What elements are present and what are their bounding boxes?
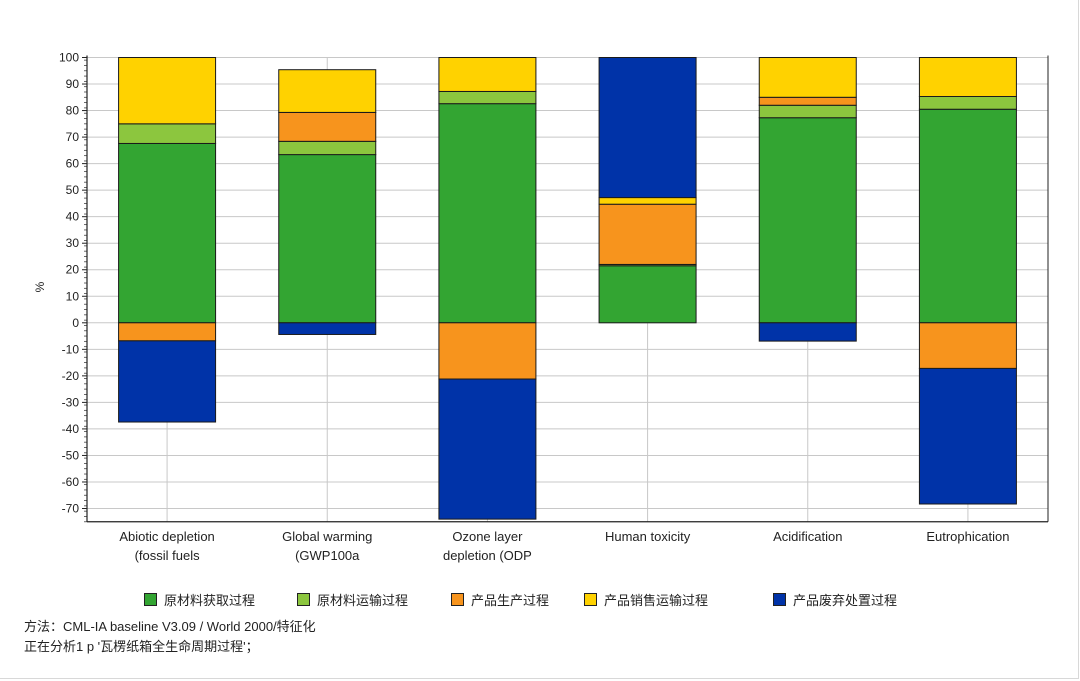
bar-segment (438, 90, 537, 105)
legend-swatch (584, 593, 597, 606)
y-tick-label: 50 (66, 183, 80, 197)
y-tick-label: 70 (66, 130, 80, 144)
legend-item: 产品销售运输过程 (584, 590, 708, 609)
chart-legend: 原材料获取过程 原材料运输过程 产品生产过程 产品销售运输过程 产品废弃处置过程 (0, 590, 1080, 610)
bar-segment (118, 340, 217, 423)
bar-segment (598, 203, 697, 265)
bar-segment (118, 57, 217, 125)
x-tick-label: Abiotic depletion (119, 529, 214, 544)
y-axis-label: % (33, 281, 47, 292)
y-tick-label: 0 (72, 316, 79, 330)
x-tick-label: Eutrophication (926, 529, 1009, 544)
legend-swatch (144, 593, 157, 606)
y-tick-label: 100 (59, 51, 79, 65)
y-tick-label: 40 (66, 210, 80, 224)
x-tick-label: Global warming (282, 529, 372, 544)
bar-segment (758, 322, 857, 342)
legend-item: 产品生产过程 (451, 590, 549, 609)
y-tick-label: 30 (66, 236, 80, 250)
method-text: 方法：CML-IA baseline V3.09 / World 2000/特征… (24, 619, 316, 634)
x-tick-label: Acidification (773, 529, 842, 544)
x-tick-label: Ozone layer (452, 529, 523, 544)
y-tick-label: 90 (66, 77, 80, 91)
bar-segment (598, 265, 697, 324)
analysis-text: 正在分析1 p '瓦楞纸箱全生命周期过程'； (24, 639, 259, 654)
legend-swatch (451, 593, 464, 606)
bar-segment (438, 103, 537, 324)
y-tick-label: -50 (62, 448, 80, 462)
legend-label: 产品销售运输过程 (604, 593, 709, 608)
legend-swatch (297, 593, 310, 606)
x-tick-label: Human toxicity (605, 529, 691, 544)
y-tick-label: 10 (66, 289, 80, 303)
bar-segment (118, 142, 217, 324)
legend-item: 原材料获取过程 (144, 590, 255, 609)
bar-segment (278, 69, 377, 113)
legend-item: 原材料运输过程 (297, 590, 408, 609)
axes: 1009080706050403020100-10-20-30-40-50-60… (59, 51, 1049, 563)
x-tick-label: depletion (ODP (443, 548, 532, 563)
y-tick-label: -30 (62, 395, 80, 409)
gridlines (87, 57, 1048, 522)
bar-segment (758, 104, 857, 119)
legend-label: 原材料运输过程 (317, 593, 409, 608)
bar-segment (758, 117, 857, 324)
bar-segment (598, 57, 697, 199)
bar-segment (918, 367, 1017, 505)
bar-segment (758, 57, 857, 98)
bar-segment (598, 197, 697, 205)
bar-segment (918, 108, 1017, 324)
bar-segment (438, 57, 537, 92)
bar-segment (438, 378, 537, 520)
bars (118, 57, 1017, 520)
bar-segment (278, 140, 377, 156)
y-tick-label: -40 (62, 422, 80, 436)
bar-segment (278, 322, 377, 335)
legend-label: 产品废弃处置过程 (793, 593, 898, 608)
y-tick-label: -20 (62, 369, 80, 383)
x-tick-label: (GWP100a (295, 548, 360, 563)
legend-label: 产品生产过程 (471, 593, 550, 608)
y-tick-label: -60 (62, 475, 80, 489)
legend-swatch (773, 593, 786, 606)
bar-segment (918, 322, 1017, 369)
bar-segment (278, 154, 377, 324)
x-tick-label: (fossil fuels (135, 548, 201, 563)
bar-segment (918, 95, 1017, 110)
y-tick-label: -70 (62, 502, 80, 516)
bar-segment (438, 322, 537, 380)
bar-segment (118, 123, 217, 144)
y-tick-label: 80 (66, 104, 80, 118)
bar-segment (918, 57, 1017, 97)
bar-segment (758, 96, 857, 106)
bar-segment (118, 322, 217, 342)
y-tick-label: -10 (62, 342, 80, 356)
legend-item: 产品废弃处置过程 (773, 590, 897, 609)
bar-segment (278, 111, 377, 142)
y-tick-label: 60 (66, 157, 80, 171)
stacked-bar-chart: 1009080706050403020100-10-20-30-40-50-60… (33, 51, 1049, 563)
legend-label: 原材料获取过程 (164, 593, 256, 608)
y-tick-label: 20 (66, 263, 80, 277)
